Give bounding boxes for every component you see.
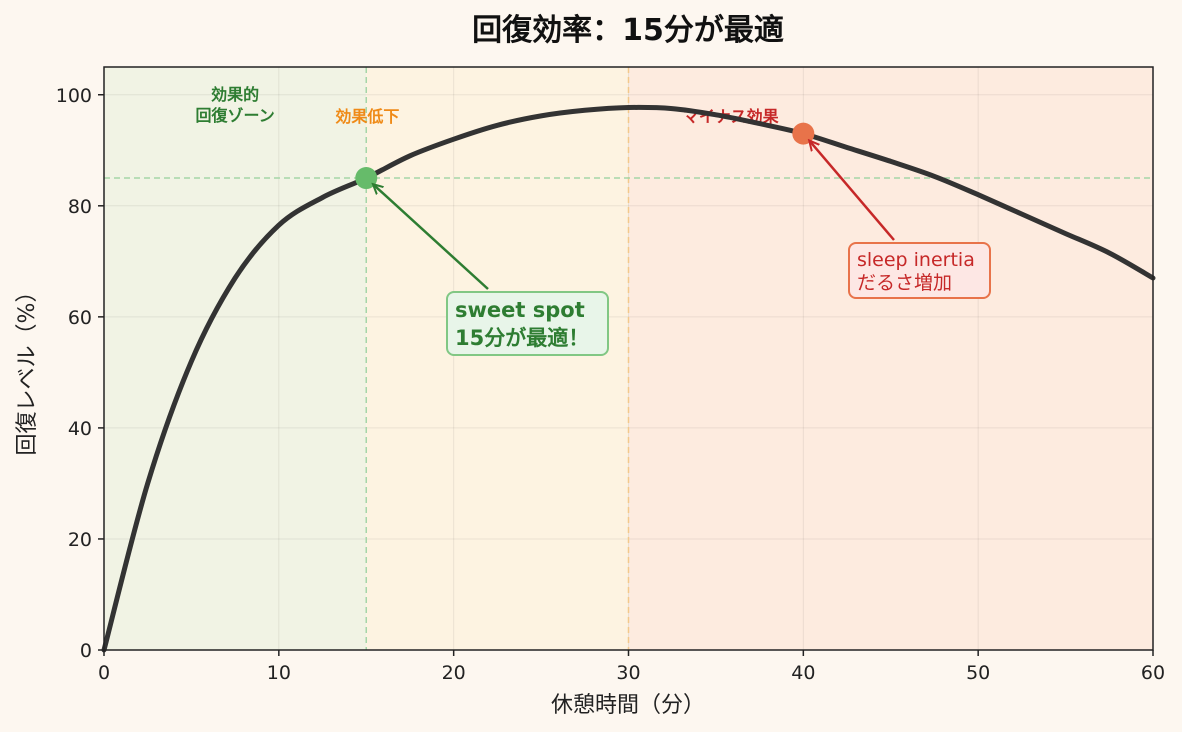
x-tick-label-5: 50 xyxy=(966,662,990,684)
annotation-text-0: sweet spot 15分が最適！ xyxy=(455,298,589,350)
chart-title: 回復効率：15分が最適 xyxy=(472,13,784,48)
y-tick-label-0: 0 xyxy=(80,640,92,662)
x-tick-label-2: 20 xyxy=(442,662,466,684)
zone-label-0: 効果的回復ゾーン xyxy=(196,85,275,125)
series-line-0 xyxy=(101,104,1156,653)
zone-label-1: 効果低下 xyxy=(335,107,399,126)
x-tick-label-1: 10 xyxy=(267,662,291,684)
x-tick-label-0: 0 xyxy=(98,662,110,684)
y-tick-label-4: 80 xyxy=(68,196,92,218)
y-tick-label-3: 60 xyxy=(68,307,92,329)
x-axis-label: 休憩時間（分） xyxy=(551,693,705,718)
zone-band-2 xyxy=(628,67,1153,650)
annotation-arrow-1 xyxy=(810,141,895,241)
zone-band-1 xyxy=(366,67,629,650)
x-ticks: 0 10 20 30 40 50 60 xyxy=(98,650,1165,684)
x-tick-label-3: 30 xyxy=(616,662,640,684)
annotation-text-1: sleep inertia だるさ増加 xyxy=(857,249,975,294)
x-tick-label-4: 40 xyxy=(791,662,815,684)
annotations: sweet spot 15分が最適！ sleep inertia だるさ増加 xyxy=(374,141,991,356)
y-axis-label: 回復レベル（%） xyxy=(15,281,40,456)
zone-band-0 xyxy=(104,67,367,650)
y-tick-label-2: 40 xyxy=(68,418,92,440)
reference-lines xyxy=(104,67,1153,650)
y-ticks: 0 20 40 60 80 100 xyxy=(56,85,104,662)
y-tick-label-5: 100 xyxy=(56,85,92,107)
zones xyxy=(104,67,1153,650)
y-tick-label-1: 20 xyxy=(68,529,92,551)
x-tick-label-6: 60 xyxy=(1141,662,1165,684)
annotation-arrow-0 xyxy=(374,185,489,290)
series xyxy=(101,104,1156,653)
annotation-box-0 xyxy=(446,291,609,356)
annotation-box-1 xyxy=(848,242,991,299)
